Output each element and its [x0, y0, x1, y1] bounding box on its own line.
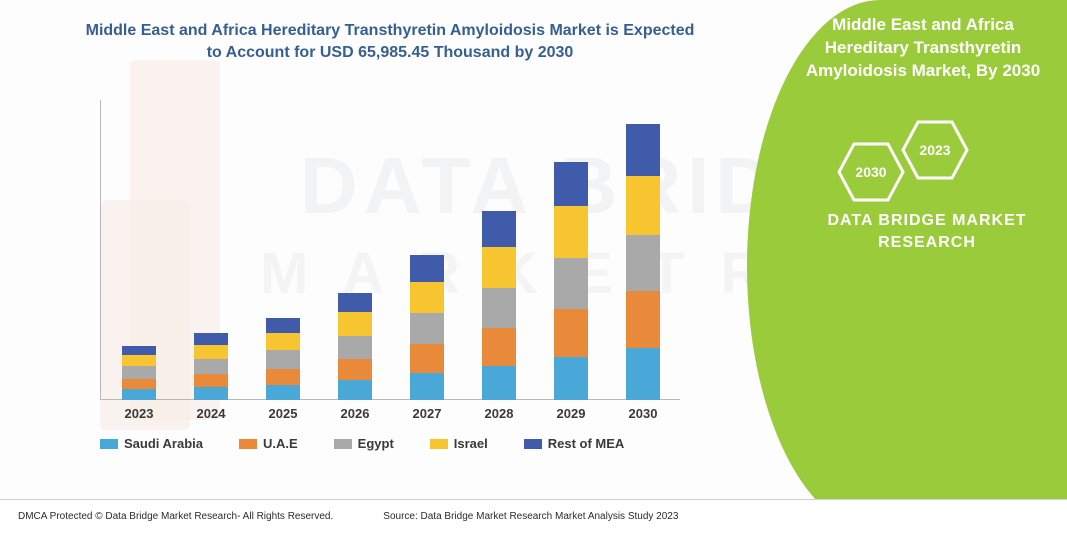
x-axis-label: 2027 [413, 406, 442, 421]
bar-column [410, 255, 444, 400]
legend-swatch [239, 439, 257, 449]
page-root: DATA BRIDGE M A R K E T R E S E A R C H … [0, 0, 1067, 533]
chart-legend: Saudi Arabia U.A.E Egypt Israel Rest of MEA [100, 436, 680, 451]
bar-segment [122, 389, 156, 400]
bar-segment [266, 385, 300, 400]
bar-segment [266, 333, 300, 350]
right-panel-title: Middle East and Africa Hereditary Transt… [747, 0, 1067, 83]
bar-column [554, 162, 588, 400]
bar-segment [122, 366, 156, 379]
legend-swatch [430, 439, 448, 449]
bar-segment [194, 374, 228, 387]
x-axis-label: 2024 [197, 406, 226, 421]
bar-segment [338, 336, 372, 359]
bar-column [482, 211, 516, 400]
legend-swatch [100, 439, 118, 449]
bar-segment [338, 380, 372, 400]
hexagon-icon: 2030 [837, 142, 905, 202]
x-axis-label: 2023 [125, 406, 154, 421]
bar-segment [122, 355, 156, 366]
x-axis-label: 2025 [269, 406, 298, 421]
bar-segment [482, 288, 516, 328]
bar-segment [410, 282, 444, 313]
bar-segment [482, 247, 516, 288]
bar-segment [482, 211, 516, 247]
bar-segment [626, 291, 660, 348]
bar-segment [410, 313, 444, 344]
bar-segment [122, 379, 156, 390]
chart-title: Middle East and Africa Hereditary Transt… [80, 20, 700, 63]
x-axis-line [100, 399, 680, 400]
legend-label: U.A.E [263, 436, 298, 451]
footer-copyright: DMCA Protected © Data Bridge Market Rese… [18, 511, 333, 522]
bar-segment [122, 346, 156, 355]
bar-segment [266, 350, 300, 369]
bar-column [626, 124, 660, 400]
legend-item: Rest of MEA [524, 436, 625, 451]
bar-segment [410, 255, 444, 282]
legend-item: U.A.E [239, 436, 298, 451]
bar-segment [266, 318, 300, 333]
y-axis-line [100, 100, 101, 400]
bar-segment [266, 369, 300, 385]
bar-segment [626, 348, 660, 400]
bar-segment [626, 176, 660, 235]
bar-segment [194, 345, 228, 358]
brand-name: DATA BRIDGE MARKET RESEARCH [747, 210, 1067, 255]
bar-segment [194, 387, 228, 400]
bar-segment [482, 328, 516, 366]
legend-label: Egypt [358, 436, 394, 451]
x-axis-label: 2028 [485, 406, 514, 421]
bar-column [122, 346, 156, 400]
bar-column [194, 333, 228, 400]
legend-item: Saudi Arabia [100, 436, 203, 451]
right-panel: Middle East and Africa Hereditary Transt… [747, 0, 1067, 533]
bar-segment [626, 235, 660, 291]
bar-segment [554, 357, 588, 400]
legend-label: Saudi Arabia [124, 436, 203, 451]
bar-column [266, 318, 300, 400]
bar-segment [338, 293, 372, 313]
bar-segment [554, 309, 588, 357]
bar-segment [338, 359, 372, 381]
chart-plot-area [100, 100, 680, 400]
bar-segment [410, 344, 444, 373]
bar-segment [554, 258, 588, 308]
legend-label: Israel [454, 436, 488, 451]
bar-segment [554, 206, 588, 258]
bar-segment [194, 333, 228, 346]
hexagon-label: 2030 [855, 164, 886, 180]
bar-segment [410, 373, 444, 400]
bar-column [338, 293, 372, 401]
legend-swatch [524, 439, 542, 449]
legend-label: Rest of MEA [548, 436, 625, 451]
bar-segment [194, 359, 228, 374]
legend-swatch [334, 439, 352, 449]
hexagon-label: 2023 [919, 142, 950, 158]
x-axis-labels: 2023 2024 2025 2026 2027 2028 2029 2030 [100, 406, 680, 426]
legend-item: Egypt [334, 436, 394, 451]
bar-segment [626, 124, 660, 176]
hexagon-group: 2030 2023 [837, 120, 1027, 210]
x-axis-label: 2029 [557, 406, 586, 421]
footer-bar: DMCA Protected © Data Bridge Market Rese… [0, 499, 1067, 533]
x-axis-label: 2030 [629, 406, 658, 421]
hexagon-icon: 2023 [901, 120, 969, 180]
bar-segment [482, 366, 516, 400]
x-axis-label: 2026 [341, 406, 370, 421]
legend-item: Israel [430, 436, 488, 451]
footer-source: Source: Data Bridge Market Research Mark… [383, 511, 678, 522]
bar-segment [338, 312, 372, 335]
bar-segment [554, 162, 588, 207]
